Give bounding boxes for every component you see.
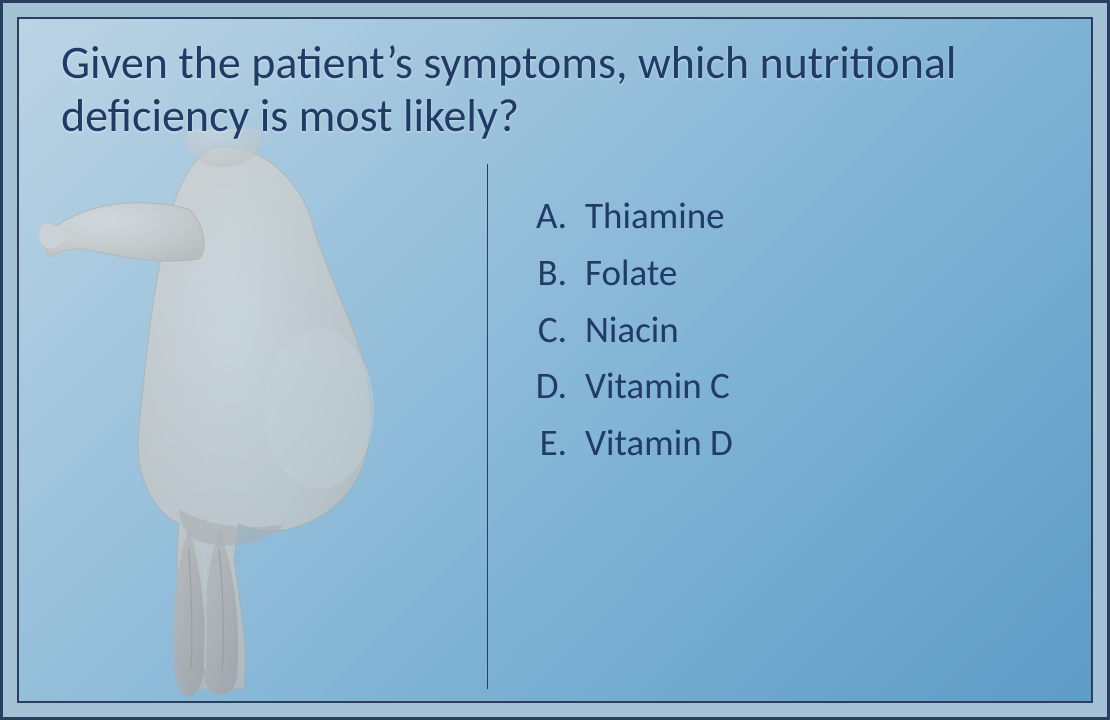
option-e[interactable]: E. Vitamin D (529, 416, 733, 471)
option-letter: E. (529, 416, 585, 471)
question-title: Given the patient’s symptoms, which nutr… (61, 37, 1049, 143)
vertical-divider (487, 164, 488, 689)
option-label: Thiamine (585, 189, 733, 244)
option-b[interactable]: B. Folate (529, 246, 733, 301)
option-letter: D. (529, 359, 585, 414)
slide-outer-border: Given the patient’s symptoms, which nutr… (0, 0, 1110, 720)
option-label: Vitamin C (585, 359, 733, 414)
option-d[interactable]: D. Vitamin C (529, 359, 733, 414)
option-label: Vitamin D (585, 416, 733, 471)
anatomy-figure (39, 129, 419, 703)
option-letter: A. (529, 189, 585, 244)
option-letter: C. (529, 303, 585, 358)
slide-panel: Given the patient’s symptoms, which nutr… (17, 17, 1093, 703)
option-label: Niacin (585, 303, 733, 358)
option-a[interactable]: A. Thiamine (529, 189, 733, 244)
option-c[interactable]: C. Niacin (529, 303, 733, 358)
option-label: Folate (585, 246, 733, 301)
options-list: A. Thiamine B. Folate C. Niacin D. Vitam… (529, 189, 733, 473)
option-letter: B. (529, 246, 585, 301)
